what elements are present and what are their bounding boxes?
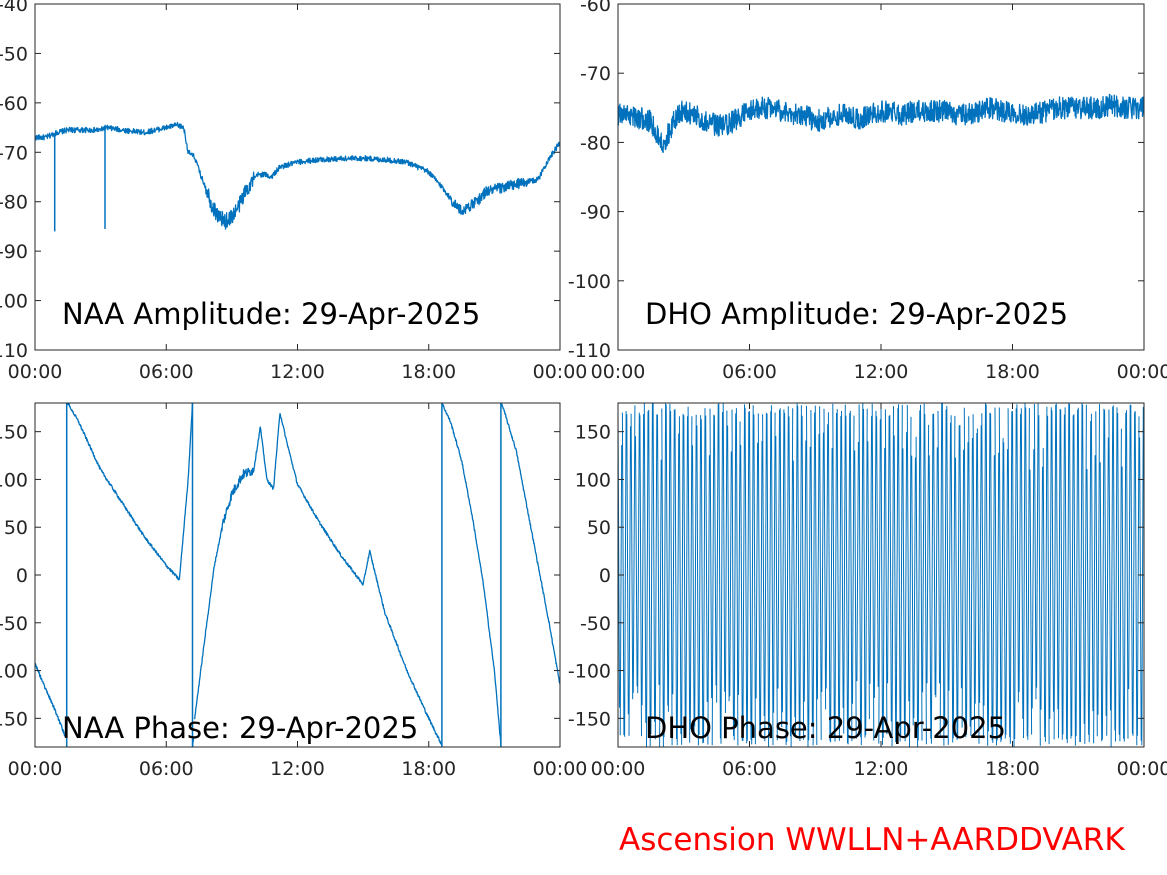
x-tick-label: 12:00 xyxy=(854,758,909,780)
panel-title: NAA Amplitude: 29-Apr-2025 xyxy=(62,297,480,331)
y-tick-label: -150 xyxy=(0,708,28,730)
y-tick-label: -50 xyxy=(0,613,28,635)
series-line-group xyxy=(35,403,560,747)
y-tick-label: 0 xyxy=(16,565,28,587)
series-line xyxy=(618,93,1144,154)
y-tick-label: 50 xyxy=(4,517,28,539)
footer-label: Ascension WWLLN+AARDDVARK xyxy=(619,822,1125,858)
axes-box xyxy=(34,402,561,748)
y-tick-label: -70 xyxy=(0,142,28,164)
x-tick-label: 06:00 xyxy=(139,758,194,780)
y-tick-label: -150 xyxy=(568,708,611,730)
y-tick-label: -110 xyxy=(568,340,611,362)
phase-segment xyxy=(67,403,180,581)
y-tick-label: -100 xyxy=(0,291,28,313)
series-line-group xyxy=(618,403,1144,747)
y-tick-label: 100 xyxy=(0,469,28,491)
x-tick-label: 00:00 xyxy=(1117,361,1167,383)
series-line-group xyxy=(618,93,1144,154)
phase-segment xyxy=(194,412,364,720)
y-tick-label: -100 xyxy=(0,661,28,683)
y-tick-label: -90 xyxy=(580,202,611,224)
series-line-group xyxy=(35,121,560,232)
y-tick-label: -100 xyxy=(568,271,611,293)
y-tick-label: -90 xyxy=(0,241,28,263)
phase-segment xyxy=(441,403,502,746)
y-tick-label: -50 xyxy=(580,613,611,635)
x-tick-label: 18:00 xyxy=(401,361,456,383)
x-tick-label: 18:00 xyxy=(985,361,1040,383)
panel-title: DHO Phase: 29-Apr-2025 xyxy=(645,711,1006,745)
x-tick-label: 00:00 xyxy=(591,758,646,780)
y-tick-label: 50 xyxy=(587,517,611,539)
y-tick-label: -100 xyxy=(568,661,611,683)
x-tick-label: 00:00 xyxy=(591,361,646,383)
x-tick-label: 06:00 xyxy=(722,758,777,780)
x-tick-label: 06:00 xyxy=(139,361,194,383)
y-tick-label: -60 xyxy=(0,93,28,115)
phase-segment xyxy=(362,549,443,746)
x-tick-label: 12:00 xyxy=(270,361,325,383)
y-tick-label: -80 xyxy=(0,192,28,214)
x-tick-label: 00:00 xyxy=(8,758,63,780)
y-tick-label: -40 xyxy=(0,0,28,16)
naa-amplitude-panel: 00:00 06:00 12:00 18:00 00:00 -40 -50 -60 -70 -80… xyxy=(0,0,587,383)
y-tick-label: 150 xyxy=(575,422,611,444)
naa-phase-panel: 00:00 06:00 12:00 18:00 00:00 150 100 50 0 -50 -10… xyxy=(0,402,587,780)
x-tick-label: 12:00 xyxy=(854,361,909,383)
phase-segment xyxy=(35,662,67,738)
phase-segment xyxy=(500,403,560,684)
series-line xyxy=(35,121,560,230)
x-tick-label: 00:00 xyxy=(533,361,588,383)
phase-segment xyxy=(178,403,194,580)
y-tick-label: 150 xyxy=(0,422,28,444)
x-tick-label: 06:00 xyxy=(722,361,777,383)
dho-phase-panel: 00:00 06:00 12:00 18:00 00:00 150 100 50 0 -50 -10… xyxy=(568,402,1167,780)
y-tick-label: 0 xyxy=(599,565,611,587)
y-tick-label: -80 xyxy=(580,132,611,154)
y-tick-label: 100 xyxy=(575,469,611,491)
x-tick-label: 00:00 xyxy=(8,361,63,383)
panel-title: DHO Amplitude: 29-Apr-2025 xyxy=(645,297,1068,331)
y-tick-label: -60 xyxy=(580,0,611,16)
phase-wrap-lines xyxy=(618,403,1144,747)
y-tick-label: -50 xyxy=(0,43,28,65)
x-tick-label: 18:00 xyxy=(985,758,1040,780)
x-tick-label: 18:00 xyxy=(401,758,456,780)
panel-title: NAA Phase: 29-Apr-2025 xyxy=(62,711,418,745)
x-tick-label: 00:00 xyxy=(1117,758,1167,780)
y-tick-label: -70 xyxy=(580,63,611,85)
x-tick-label: 00:00 xyxy=(533,758,588,780)
x-tick-label: 12:00 xyxy=(270,758,325,780)
y-tick-label: -110 xyxy=(0,340,28,362)
dho-amplitude-panel: 00:00 06:00 12:00 18:00 00:00 -60 -70 -80 -90 -10… xyxy=(568,0,1167,383)
